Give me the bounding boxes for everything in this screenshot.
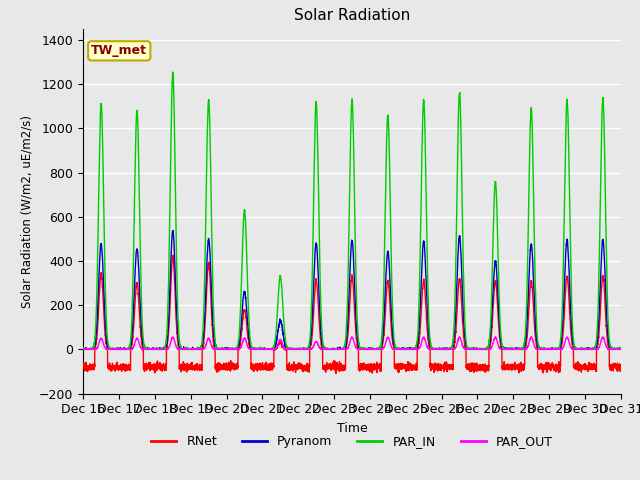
PAR_IN (79, 345, 87, 351)
Pyranom (176, 345, 184, 350)
RNet (332, 371, 340, 376)
RNet (332, 367, 340, 373)
RNet (616, 366, 624, 372)
PAR_IN (443, 346, 451, 352)
PAR_OUT (79, 347, 87, 352)
Pyranom (503, 346, 511, 352)
Pyranom (472, 347, 480, 352)
RNet (169, 252, 177, 258)
PAR_OUT (617, 347, 625, 352)
Line: RNet: RNet (83, 255, 621, 373)
PAR_IN (616, 347, 624, 352)
PAR_OUT (443, 347, 451, 352)
Legend: RNet, Pyranom, PAR_IN, PAR_OUT: RNet, Pyranom, PAR_IN, PAR_OUT (147, 430, 557, 453)
PAR_IN (332, 346, 340, 351)
PAR_IN (79, 347, 87, 352)
PAR_IN (473, 346, 481, 352)
PAR_IN (617, 345, 625, 351)
PAR_OUT (472, 346, 480, 352)
Title: Solar Radiation: Solar Radiation (294, 9, 410, 24)
PAR_OUT (616, 347, 624, 352)
X-axis label: Time: Time (337, 422, 367, 435)
PAR_IN (503, 346, 511, 352)
Pyranom (443, 347, 451, 352)
Pyranom (79, 347, 87, 352)
Pyranom (617, 347, 625, 352)
PAR_OUT (503, 347, 511, 352)
RNet (443, 367, 451, 372)
Pyranom (169, 228, 177, 234)
RNet (473, 361, 481, 367)
PAR_OUT (492, 334, 499, 340)
Text: TW_met: TW_met (92, 44, 147, 57)
PAR_OUT (176, 347, 184, 352)
Pyranom (616, 346, 624, 352)
Line: PAR_OUT: PAR_OUT (83, 337, 621, 349)
RNet (79, 364, 87, 370)
RNet (617, 362, 625, 368)
PAR_OUT (332, 347, 340, 352)
RNet (176, 362, 184, 368)
Pyranom (332, 346, 340, 351)
PAR_IN (176, 343, 184, 348)
RNet (503, 361, 511, 367)
Line: PAR_IN: PAR_IN (83, 72, 621, 349)
Line: Pyranom: Pyranom (83, 231, 621, 349)
Y-axis label: Solar Radiation (W/m2, uE/m2/s): Solar Radiation (W/m2, uE/m2/s) (20, 115, 33, 308)
PAR_IN (169, 69, 177, 75)
